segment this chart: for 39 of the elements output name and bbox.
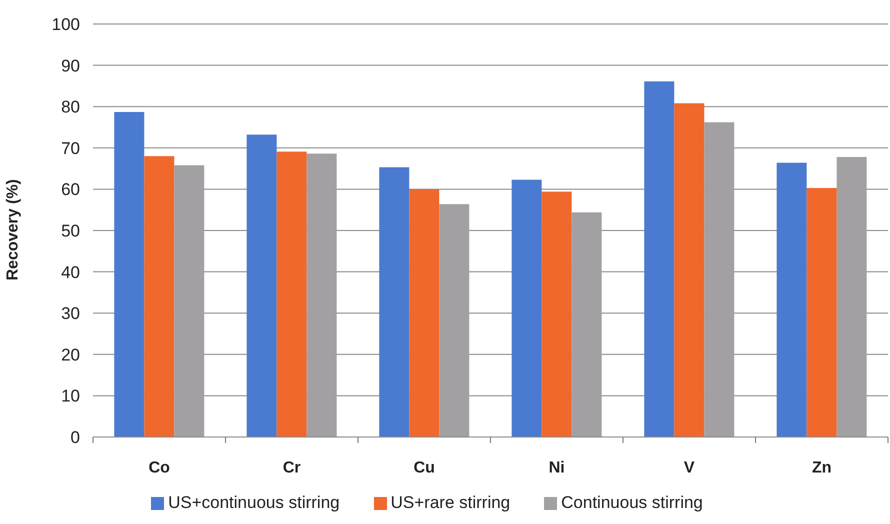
y-tick-label: 20	[61, 345, 80, 364]
x-tick-label: Zn	[812, 459, 832, 476]
bar	[144, 156, 174, 437]
bar	[276, 152, 307, 437]
bar	[704, 122, 734, 437]
y-tick-label: 30	[61, 304, 80, 324]
y-tick-label: 60	[61, 180, 80, 200]
y-tick-label: 0	[70, 428, 80, 448]
x-tick-label: Co	[148, 459, 170, 476]
bar	[174, 165, 204, 437]
bar	[806, 188, 837, 437]
bar	[512, 180, 542, 437]
bar	[439, 204, 470, 437]
y-axis-title: Recovery (%)	[4, 179, 22, 280]
legend-label: US+continuous stirring	[168, 493, 340, 512]
bar	[246, 134, 277, 437]
bar	[114, 112, 144, 437]
y-tick-label: 70	[61, 138, 80, 158]
legend-label: Continuous stirring	[561, 493, 703, 512]
y-tick-label: 50	[61, 222, 80, 241]
bar	[674, 103, 704, 437]
y-tick-label: 10	[61, 386, 80, 406]
bar	[542, 192, 572, 437]
x-tick-label: Ni	[548, 459, 565, 476]
legend-label: US+rare stirring	[390, 493, 510, 512]
y-tick-label: 100	[52, 15, 80, 34]
y-tick-label: 90	[61, 56, 80, 76]
y-tick-label: 80	[61, 98, 80, 117]
bar	[379, 167, 410, 437]
bar	[409, 189, 440, 437]
bar	[644, 81, 674, 437]
x-tick-label: V	[684, 459, 695, 476]
bar	[836, 156, 867, 437]
bar	[776, 162, 807, 437]
bar	[572, 212, 602, 437]
bar	[306, 154, 337, 437]
x-tick-label: Cr	[282, 459, 301, 476]
y-tick-label: 40	[61, 262, 80, 282]
x-tick-label: Cu	[414, 459, 435, 476]
